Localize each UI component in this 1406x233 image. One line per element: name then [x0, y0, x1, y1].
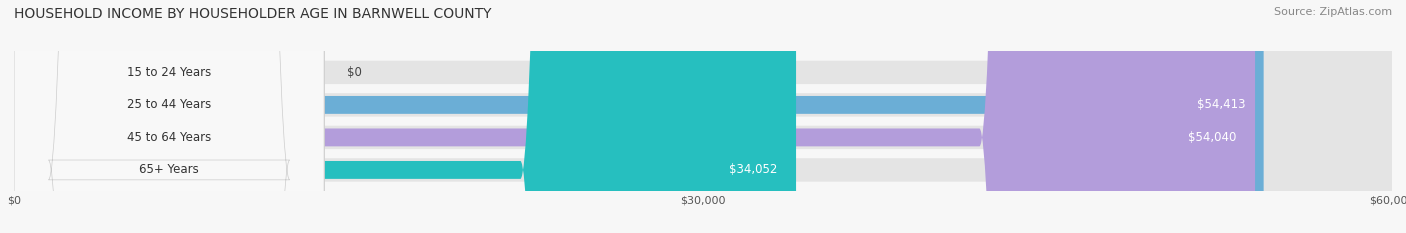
Text: $54,040: $54,040 — [1188, 131, 1237, 144]
FancyBboxPatch shape — [14, 0, 1264, 233]
FancyBboxPatch shape — [14, 0, 1392, 233]
Text: HOUSEHOLD INCOME BY HOUSEHOLDER AGE IN BARNWELL COUNTY: HOUSEHOLD INCOME BY HOUSEHOLDER AGE IN B… — [14, 7, 492, 21]
Text: 25 to 44 Years: 25 to 44 Years — [127, 98, 211, 111]
FancyBboxPatch shape — [14, 0, 1392, 233]
Text: 45 to 64 Years: 45 to 64 Years — [127, 131, 211, 144]
FancyBboxPatch shape — [14, 0, 325, 233]
FancyBboxPatch shape — [14, 0, 325, 233]
FancyBboxPatch shape — [14, 0, 325, 233]
FancyBboxPatch shape — [14, 0, 325, 233]
Text: Source: ZipAtlas.com: Source: ZipAtlas.com — [1274, 7, 1392, 17]
Text: 65+ Years: 65+ Years — [139, 163, 198, 176]
FancyBboxPatch shape — [14, 0, 1256, 233]
FancyBboxPatch shape — [14, 0, 1392, 233]
FancyBboxPatch shape — [0, 0, 290, 233]
FancyBboxPatch shape — [14, 0, 796, 233]
Text: 15 to 24 Years: 15 to 24 Years — [127, 66, 211, 79]
Text: $54,413: $54,413 — [1197, 98, 1246, 111]
FancyBboxPatch shape — [14, 0, 1392, 233]
Text: $34,052: $34,052 — [730, 163, 778, 176]
Text: $0: $0 — [347, 66, 361, 79]
